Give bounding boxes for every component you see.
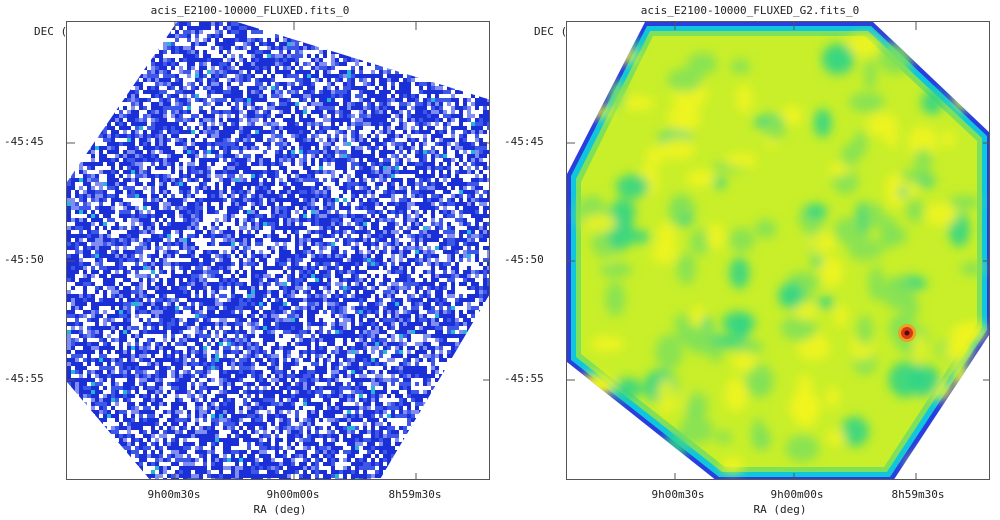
x-tick-label: 8h59m30s (388, 488, 442, 501)
smoothed-image-plot[interactable] (566, 21, 990, 480)
x-axis-label: RA (deg) (753, 503, 807, 516)
x-tick-label: 9h00m00s (770, 488, 824, 501)
x-axis-label: RA (deg) (253, 503, 307, 516)
x-tick-label: 8h59m30s (891, 488, 945, 501)
y-tick-label: -45:45 (4, 135, 44, 148)
raw-pixel-grid (67, 22, 489, 479)
axis-ticks (567, 22, 989, 479)
raw-image-plot[interactable] (66, 21, 490, 480)
y-tick-label: -45:50 (4, 253, 44, 266)
panel-title: acis_E2100-10000_FLUXED.fits_0 (150, 4, 350, 17)
y-tick-label: -45:45 (504, 135, 544, 148)
x-tick-label: 9h00m30s (651, 488, 705, 501)
smoothed-image-panel: acis_E2100-10000_FLUXED_G2.fits_0 DEC (d… (500, 0, 1000, 520)
axis-ticks (67, 22, 489, 479)
y-tick-label: -45:50 (504, 253, 544, 266)
bright-source-core (904, 330, 910, 336)
panel-title: acis_E2100-10000_FLUXED_G2.fits_0 (640, 4, 860, 17)
raw-image-panel: acis_E2100-10000_FLUXED.fits_0 DEC (deg)… (4, 4, 490, 516)
smoothed-flux-image (567, 22, 989, 479)
x-tick-label: 9h00m00s (266, 488, 320, 501)
x-tick-label: 9h00m30s (147, 488, 201, 501)
y-tick-label: -45:55 (4, 372, 44, 385)
y-tick-label: -45:55 (504, 372, 544, 385)
raw-counts-image (67, 22, 489, 479)
